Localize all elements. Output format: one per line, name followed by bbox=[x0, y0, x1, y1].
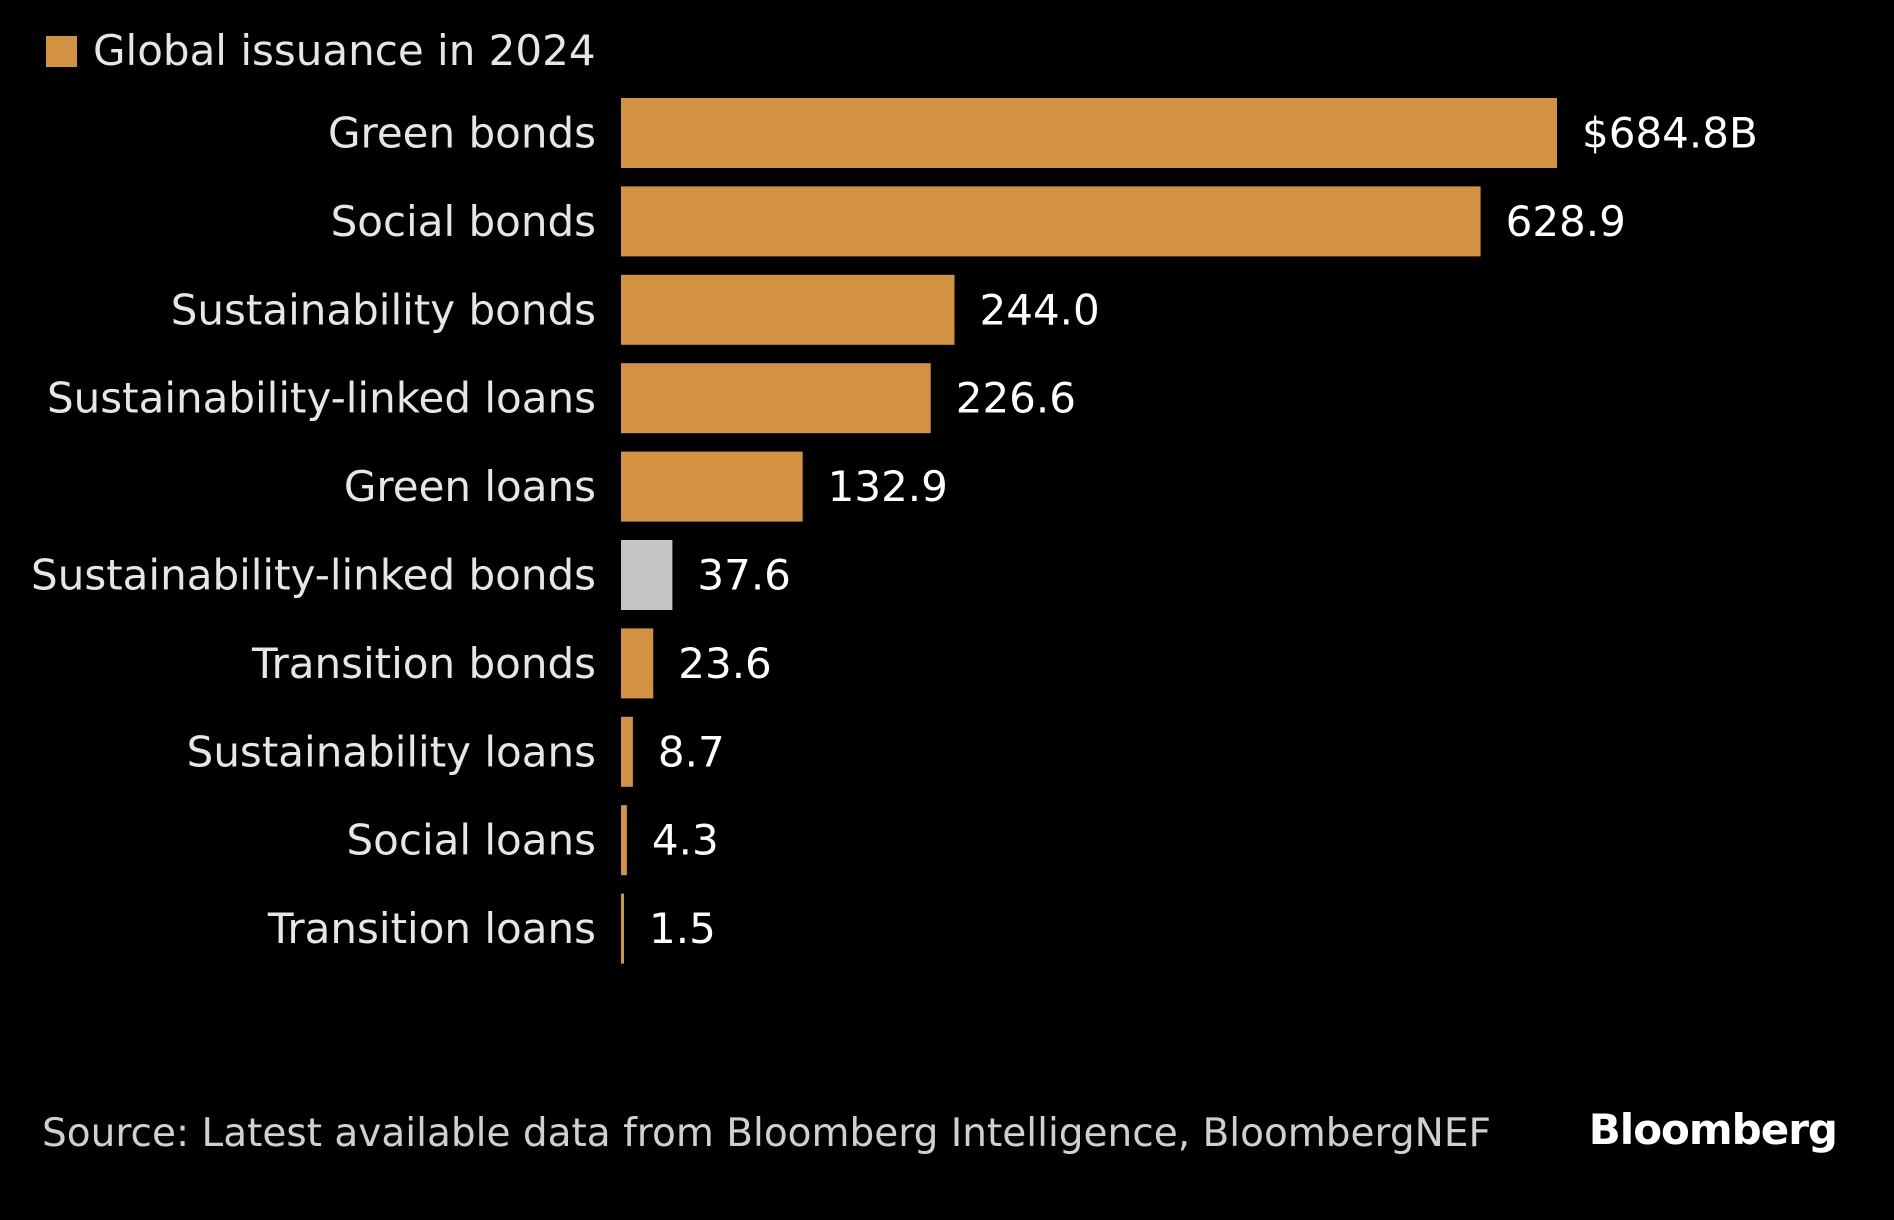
category-label-1: Social bonds bbox=[331, 197, 596, 246]
value-label-4: 132.9 bbox=[828, 462, 948, 511]
bar-0 bbox=[621, 98, 1557, 168]
bar-9 bbox=[621, 893, 624, 964]
category-label-3: Sustainability-linked loans bbox=[47, 374, 596, 423]
bar-chart: Green bonds $684.8B Social bonds 628.9 Susta… bbox=[31, 98, 1758, 964]
value-label-0: $684.8B bbox=[1582, 109, 1758, 158]
value-label-5: 37.6 bbox=[697, 551, 791, 600]
value-label-8: 4.3 bbox=[652, 816, 719, 865]
legend-label: Global issuance in 2024 bbox=[93, 26, 596, 75]
value-label-2: 244.0 bbox=[980, 285, 1100, 334]
category-label-4: Green loans bbox=[344, 462, 596, 511]
category-label-7: Sustainability loans bbox=[187, 727, 596, 776]
bar-1 bbox=[621, 186, 1481, 257]
bar-4 bbox=[621, 451, 803, 522]
bar-6 bbox=[621, 628, 654, 699]
bar-7 bbox=[621, 716, 633, 787]
bar-3 bbox=[621, 363, 931, 434]
bar-5 bbox=[621, 540, 673, 610]
bloomberg-logo: Bloomberg bbox=[1588, 1105, 1838, 1154]
category-label-5: Sustainability-linked bonds bbox=[31, 551, 596, 600]
bar-8 bbox=[621, 805, 627, 876]
value-label-3: 226.6 bbox=[956, 374, 1076, 423]
category-label-2: Sustainability bonds bbox=[171, 285, 596, 334]
value-label-9: 1.5 bbox=[649, 904, 716, 953]
value-label-7: 8.7 bbox=[658, 727, 725, 776]
category-label-8: Social loans bbox=[347, 816, 596, 865]
legend-swatch bbox=[46, 35, 77, 67]
category-label-9: Transition loans bbox=[267, 904, 596, 953]
source-note: Source: Latest available data from Bloom… bbox=[42, 1111, 1491, 1156]
value-label-1: 628.9 bbox=[1506, 197, 1626, 246]
category-label-0: Green bonds bbox=[328, 109, 596, 158]
bar-2 bbox=[621, 274, 955, 345]
category-label-6: Transition bonds bbox=[251, 639, 596, 688]
value-label-6: 23.6 bbox=[678, 639, 772, 688]
legend: Global issuance in 2024 bbox=[46, 24, 596, 78]
